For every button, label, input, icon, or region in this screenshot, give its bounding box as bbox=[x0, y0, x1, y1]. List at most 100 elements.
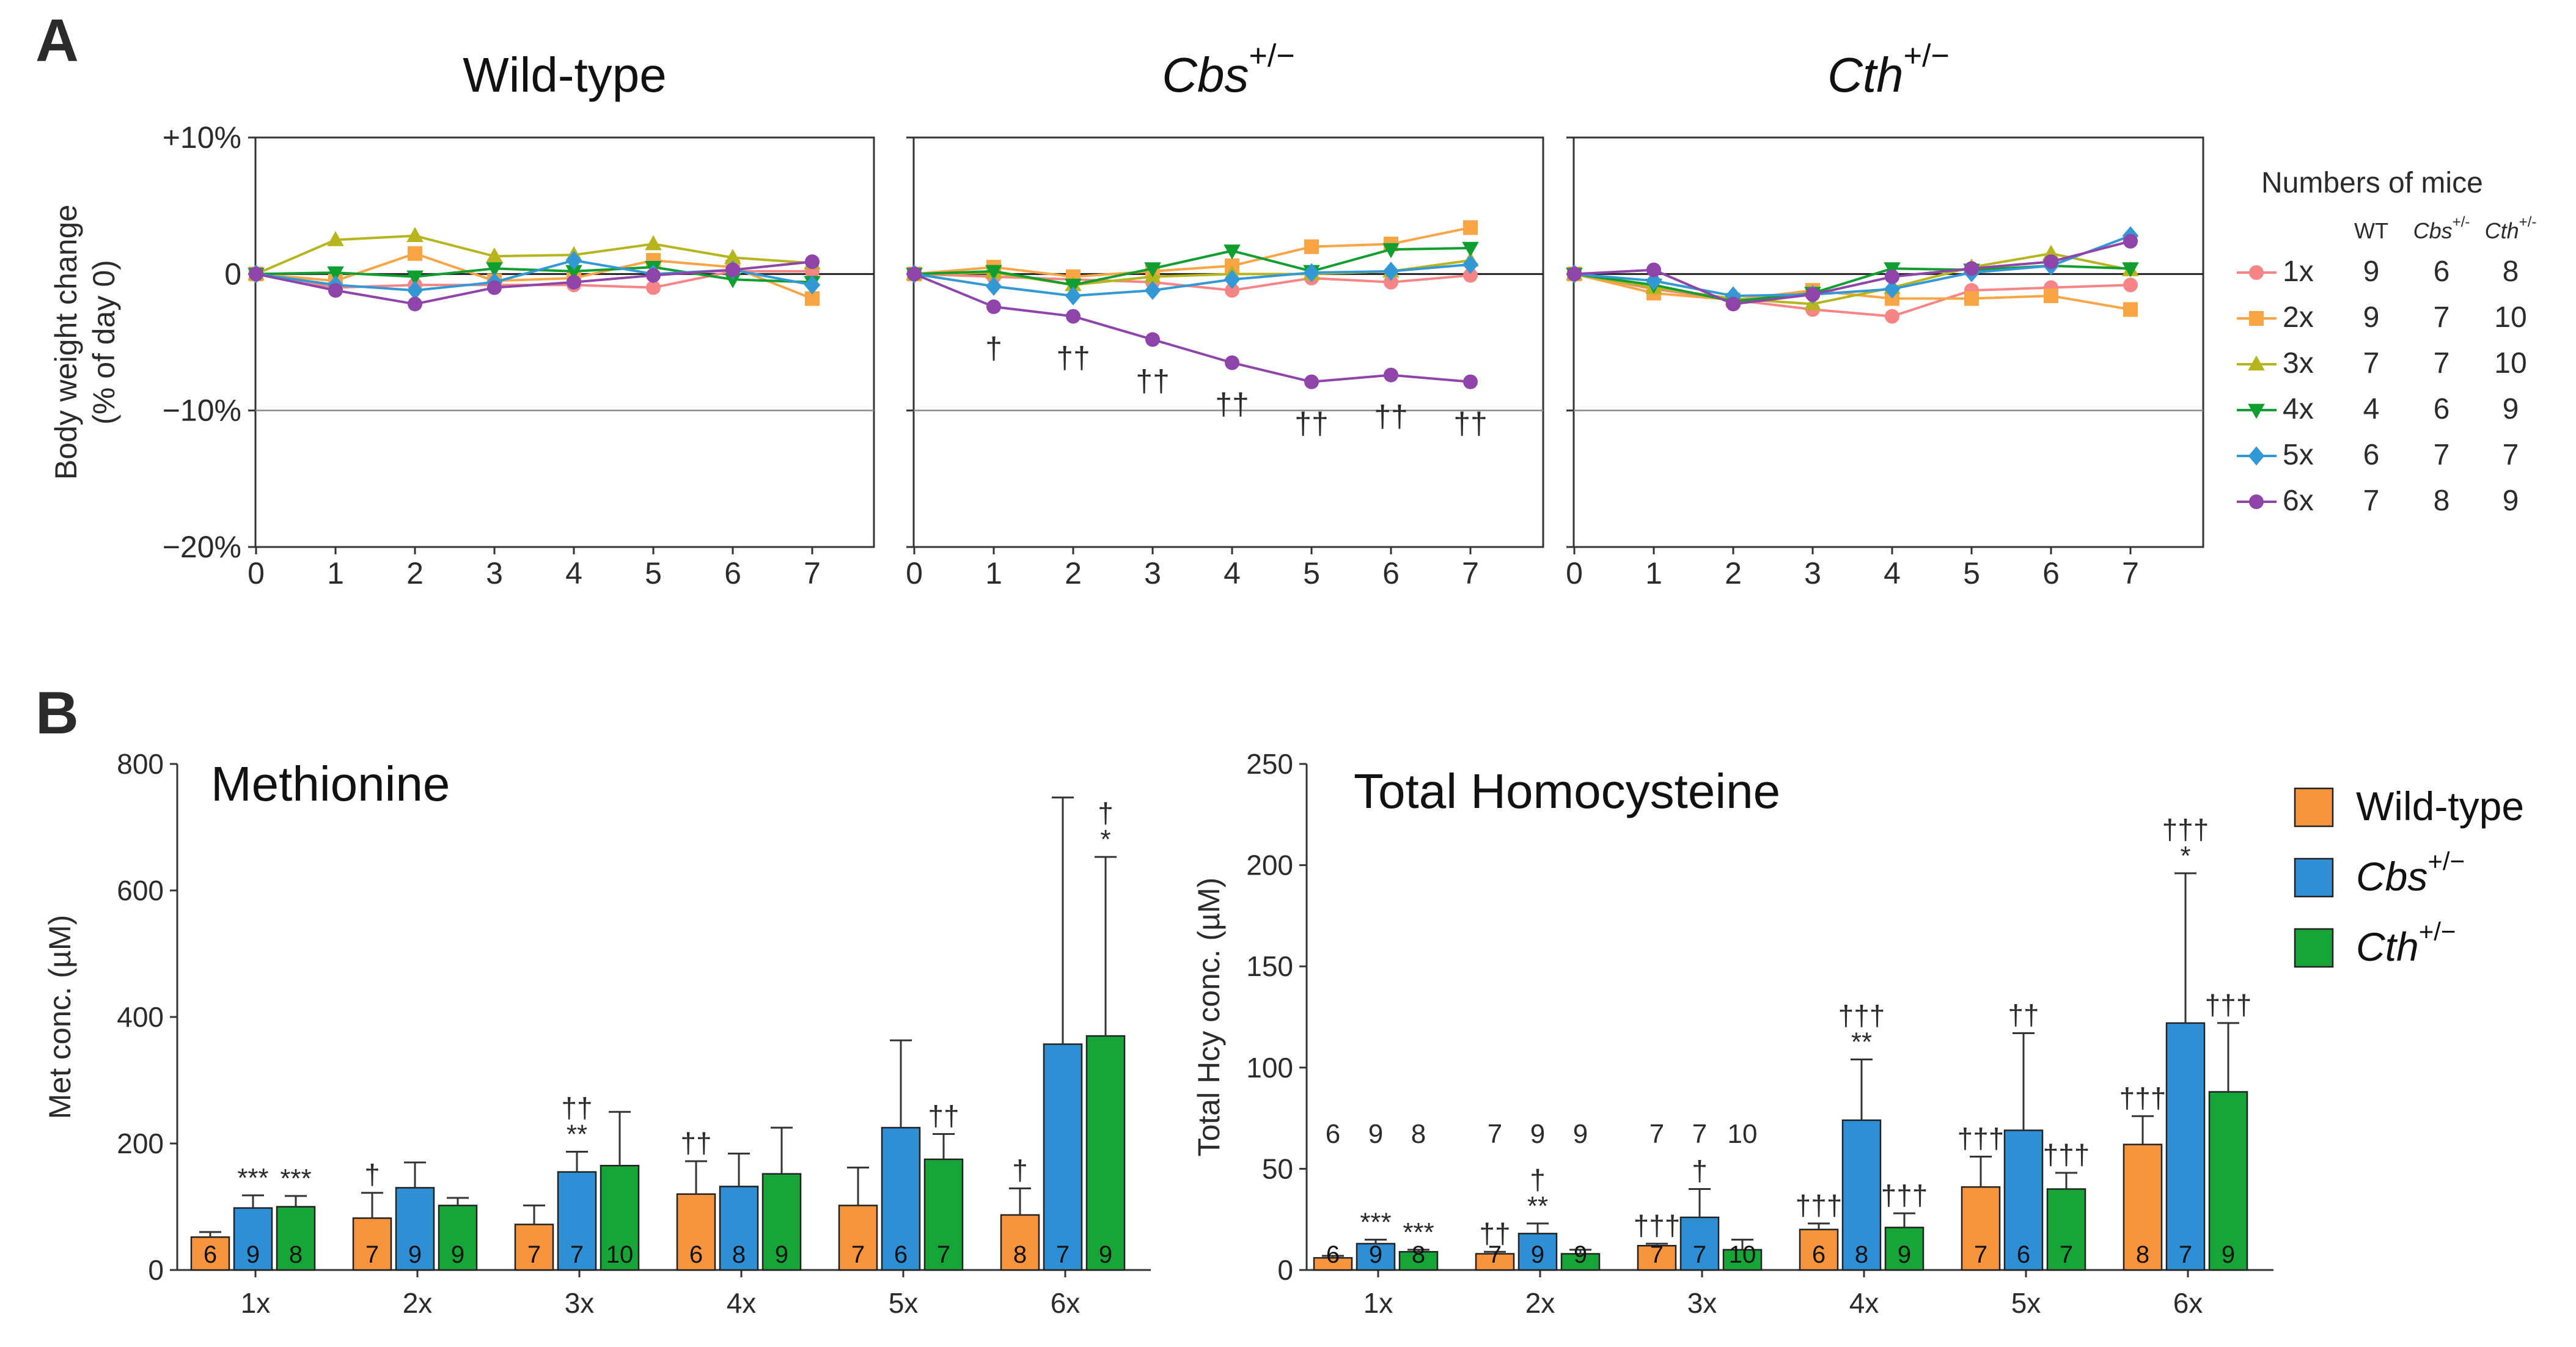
significance-mark: ** bbox=[1851, 1027, 1872, 1057]
y-tick-label: 100 bbox=[1246, 1052, 1293, 1084]
series-line bbox=[1574, 273, 2131, 318]
legend-row: 3x 7 7 10 bbox=[2237, 347, 2527, 380]
legend-label-sup: +/− bbox=[2427, 846, 2465, 875]
panel-label-b: B bbox=[35, 679, 79, 746]
bar bbox=[1961, 1186, 2001, 1271]
data-point bbox=[1463, 268, 1478, 283]
bar-n-label: 7 bbox=[2060, 1241, 2073, 1268]
bar-group-2x: 2x7††9**†97 9 9 bbox=[1475, 1119, 1601, 1319]
significance-mark: ††† bbox=[1796, 1189, 1843, 1221]
y-tick-label: 0 bbox=[148, 1254, 164, 1286]
data-point bbox=[1645, 271, 1662, 291]
data-point bbox=[1303, 263, 1320, 282]
legend-count-cth: 7 bbox=[2503, 439, 2519, 471]
significance-mark: †† bbox=[1479, 1217, 1510, 1249]
significance-mark: †† bbox=[1056, 341, 1090, 375]
bar bbox=[1475, 1253, 1515, 1271]
significance-mark: *** bbox=[280, 1164, 311, 1194]
panel-label-a: A bbox=[35, 7, 79, 74]
chart-title-sup: +/− bbox=[1904, 38, 1950, 73]
legend-col-cth-base: Cth bbox=[2485, 218, 2519, 243]
data-point bbox=[1225, 355, 1239, 370]
bar-n-label: 9 bbox=[408, 1241, 422, 1268]
panel-a-y-axis-label: Body weight change (% of day 0) bbox=[49, 205, 121, 480]
significance-mark: * bbox=[1100, 824, 1110, 854]
x-tick-label: 4x bbox=[1849, 1287, 1879, 1319]
bar bbox=[1560, 1253, 1601, 1271]
significance-mark: *** bbox=[1360, 1207, 1391, 1237]
group-count-label: 10 bbox=[1728, 1119, 1758, 1149]
legend-label: Cth+/− bbox=[2356, 917, 2456, 969]
legend-label: Wild-type bbox=[2356, 784, 2524, 829]
data-point bbox=[1145, 332, 1160, 347]
y-tick-label: 400 bbox=[117, 1001, 164, 1033]
series-line bbox=[1574, 240, 2131, 306]
bar bbox=[838, 1205, 878, 1271]
legend-col-wt: WT bbox=[2354, 218, 2388, 243]
legend-row: 1x 9 6 8 bbox=[2237, 255, 2519, 288]
legend-count-cbs: 6 bbox=[2434, 393, 2450, 425]
data-point bbox=[1384, 367, 1398, 383]
bar bbox=[438, 1205, 478, 1271]
group-count-label: 7 bbox=[1649, 1119, 1664, 1149]
data-point bbox=[2044, 288, 2058, 304]
group-count-label: 9 bbox=[1530, 1119, 1545, 1149]
bar bbox=[2165, 1022, 2206, 1271]
x-tick-label: 5x bbox=[2011, 1287, 2041, 1319]
legend-label: Cbs+/− bbox=[2356, 846, 2465, 899]
data-point bbox=[406, 270, 424, 286]
bar-n-label: 7 bbox=[1056, 1241, 1070, 1268]
line-chart-0: Wild-type 0 1 2 3 4 5 6 7 bbox=[248, 48, 875, 590]
data-point bbox=[1885, 309, 1899, 324]
plot-frame bbox=[912, 136, 1544, 548]
legend-marker bbox=[2248, 355, 2265, 371]
bar-n-label: 7 bbox=[1974, 1241, 1987, 1268]
legend-label-base: Cbs bbox=[2356, 854, 2427, 899]
x-tick-label: 5 bbox=[1303, 556, 1320, 590]
bar-n-label: 8 bbox=[2136, 1241, 2149, 1268]
data-point bbox=[487, 280, 502, 295]
x-tick-label: 1x bbox=[1363, 1287, 1393, 1319]
data-point bbox=[1462, 241, 1479, 257]
series-line bbox=[914, 246, 1471, 287]
x-tick-label: 4x bbox=[727, 1287, 757, 1319]
significance-mark: ** bbox=[567, 1119, 587, 1149]
data-point bbox=[327, 266, 344, 282]
x-tick-label: 1x bbox=[241, 1287, 271, 1319]
data-point bbox=[2044, 254, 2058, 270]
bar-n-label: 8 bbox=[732, 1241, 746, 1268]
data-point bbox=[565, 265, 582, 281]
data-point bbox=[1646, 262, 1661, 277]
data-point bbox=[724, 273, 741, 288]
group-count-label: 9 bbox=[1368, 1119, 1383, 1149]
legend-label: 3x bbox=[2283, 347, 2314, 380]
legend-col-cbs-sup: +/- bbox=[2453, 214, 2470, 230]
data-point bbox=[1144, 281, 1161, 300]
chart-title: Cth+/− bbox=[1827, 38, 1950, 102]
legend-count-cbs: 7 bbox=[2434, 439, 2450, 471]
x-tick-label: 5 bbox=[645, 556, 662, 590]
y-axis-label: Met conc. (µM) bbox=[43, 915, 77, 1119]
legend-row: 4x 4 6 9 bbox=[2237, 393, 2519, 425]
x-tick-label: 2 bbox=[406, 556, 424, 590]
data-point bbox=[1462, 255, 1479, 274]
series-line bbox=[255, 234, 813, 276]
bar-n-label: 7 bbox=[937, 1241, 950, 1268]
bar bbox=[761, 1173, 802, 1271]
significance-mark: *** bbox=[1403, 1217, 1434, 1247]
chart-title: Methionine bbox=[211, 757, 450, 811]
data-point bbox=[2123, 277, 2138, 293]
genotype-legend: Wild-type Cbs+/− Cth+/− bbox=[2294, 784, 2524, 969]
legend-col-cth: Cth+/- bbox=[2485, 214, 2537, 243]
bar bbox=[1085, 1035, 1126, 1271]
data-point bbox=[645, 235, 662, 251]
series-line bbox=[1574, 273, 2131, 311]
x-tick-label: 6 bbox=[724, 556, 741, 590]
data-point bbox=[1065, 286, 1082, 306]
bar-n-label: 6 bbox=[1812, 1241, 1826, 1268]
x-tick-label: 3x bbox=[565, 1287, 595, 1319]
data-point bbox=[1725, 286, 1742, 306]
legend-swatch bbox=[2294, 787, 2334, 828]
bar bbox=[1841, 1119, 1882, 1271]
bar-n-label: 9 bbox=[1531, 1241, 1544, 1268]
